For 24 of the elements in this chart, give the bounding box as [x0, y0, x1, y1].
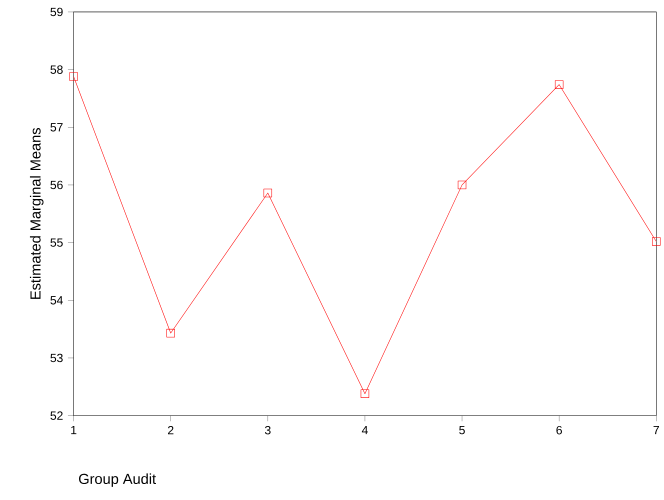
- point: [360, 389, 370, 398]
- y-tick-label: 58: [50, 65, 63, 74]
- y-tick-label: 59: [50, 8, 63, 16]
- point: [264, 188, 272, 198]
- y-tick-label: 57: [50, 123, 63, 132]
- x-tick-label: 1: [71, 426, 76, 434]
- point: [69, 72, 78, 81]
- x-axis-title: Group Audit: [79, 473, 156, 487]
- point: [554, 80, 564, 89]
- y-tick-label: 55: [50, 238, 63, 247]
- point: [458, 180, 466, 190]
- x-tick-label: 4: [362, 426, 368, 434]
- y-axis-title: Estimated Marginal Means: [30, 128, 44, 299]
- point: [166, 328, 175, 338]
- x-tick-label: 5: [459, 426, 465, 434]
- x-tick-label: 3: [264, 426, 271, 434]
- x-tick-label: 7: [654, 426, 659, 434]
- y-tick-label: 54: [50, 296, 63, 304]
- y-tick-label: 53: [50, 354, 63, 362]
- x-tick-label: 2: [168, 426, 174, 434]
- y-tick-label: 52: [50, 411, 63, 420]
- point: [652, 237, 661, 246]
- y-tick-label: 56: [50, 180, 63, 190]
- x-tick-label: 6: [556, 426, 562, 434]
